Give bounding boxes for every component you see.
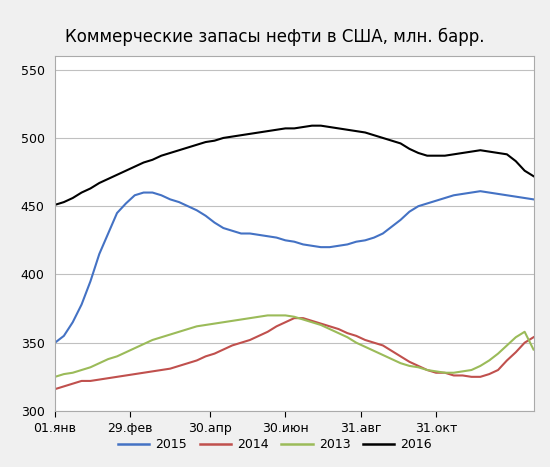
Line: 2016: 2016 [55, 126, 534, 205]
2015 [486, 190, 492, 195]
2015 [140, 190, 147, 195]
2016 [105, 176, 112, 182]
2013 [486, 358, 492, 363]
2016 [140, 160, 147, 165]
2013 [140, 341, 147, 347]
2015 [229, 228, 235, 234]
Line: 2015: 2015 [55, 191, 534, 343]
2015 [530, 197, 537, 202]
2013 [265, 312, 271, 318]
2015 [521, 195, 528, 201]
2016 [309, 123, 315, 128]
Legend: 2015, 2014, 2013, 2016: 2015, 2014, 2013, 2016 [113, 433, 437, 456]
Text: Коммерческие запасы нефти в США, млн. барр.: Коммерческие запасы нефти в США, млн. ба… [65, 28, 485, 47]
2014 [521, 340, 528, 346]
Line: 2013: 2013 [55, 315, 534, 377]
2016 [167, 150, 173, 156]
Line: 2014: 2014 [55, 318, 534, 389]
2016 [486, 149, 492, 155]
2013 [521, 329, 528, 334]
2014 [486, 371, 492, 377]
2016 [52, 202, 58, 208]
2014 [530, 334, 537, 340]
2016 [229, 134, 235, 139]
2013 [229, 318, 235, 324]
2014 [229, 343, 235, 348]
2014 [52, 386, 58, 392]
2015 [105, 231, 112, 236]
2015 [52, 340, 58, 346]
2013 [105, 356, 112, 362]
2013 [530, 347, 537, 352]
2013 [167, 332, 173, 337]
2016 [521, 168, 528, 174]
2014 [105, 375, 112, 381]
2015 [477, 188, 483, 194]
2015 [167, 197, 173, 202]
2013 [52, 374, 58, 380]
2014 [140, 370, 147, 375]
2014 [291, 315, 298, 321]
2014 [167, 366, 173, 371]
2016 [530, 173, 537, 179]
